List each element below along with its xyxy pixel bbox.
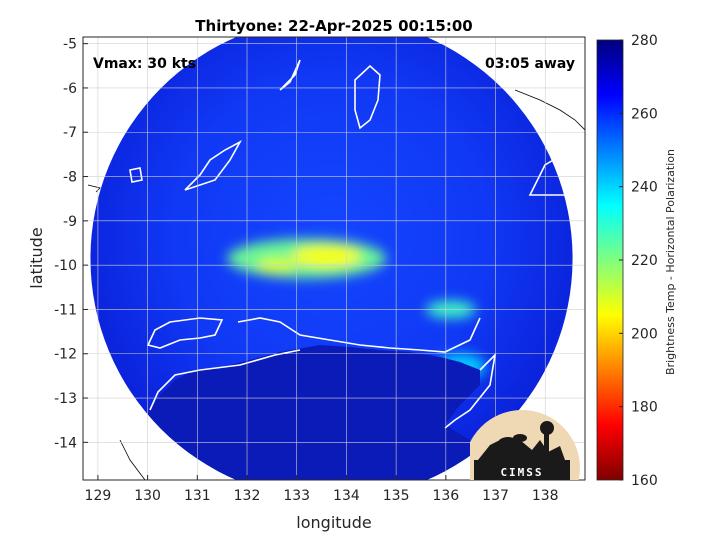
x-tick-label: 129 bbox=[85, 488, 112, 504]
y-tick-labels: -5 -6 -7 -8 -9 -10 -11 -12 -13 -14 bbox=[54, 37, 88, 451]
chart-title: Thirtyone: 22-Apr-2025 00:15:00 bbox=[195, 17, 472, 35]
x-tick-label: 134 bbox=[333, 488, 360, 504]
y-tick-label: -6 bbox=[63, 81, 77, 97]
land-mass bbox=[120, 345, 480, 480]
colorbar-tick-label: 180 bbox=[631, 400, 658, 416]
x-tick-label: 136 bbox=[432, 488, 459, 504]
colorbar-tick-label: 220 bbox=[631, 253, 658, 269]
x-tick-labels: 129 130 131 132 133 134 135 136 137 138 bbox=[85, 475, 559, 504]
x-tick-label: 137 bbox=[482, 488, 509, 504]
y-tick-label: -10 bbox=[54, 258, 77, 274]
y-tick-label: -11 bbox=[54, 302, 77, 318]
time-away-annotation: 03:05 away bbox=[485, 56, 575, 72]
y-tick-label: -7 bbox=[63, 125, 77, 141]
grid-lines bbox=[83, 37, 585, 480]
colorbar-tick-label: 260 bbox=[631, 106, 658, 122]
y-axis-label: latitude bbox=[27, 227, 46, 288]
colorbar-tick-label: 200 bbox=[631, 326, 658, 342]
storm-feature-1 bbox=[291, 245, 362, 268]
x-tick-label: 130 bbox=[134, 488, 161, 504]
x-axis-label: longitude bbox=[296, 513, 371, 532]
colorbar-tick-label: 280 bbox=[631, 33, 658, 49]
x-tick-label: 138 bbox=[532, 488, 559, 504]
outer-coastlines bbox=[87, 89, 585, 480]
y-tick-label: -8 bbox=[63, 170, 77, 186]
colorbar-ticks: 280 260 240 220 200 180 160 bbox=[619, 33, 658, 489]
x-tick-label: 135 bbox=[383, 488, 410, 504]
x-tick-label: 131 bbox=[184, 488, 211, 504]
y-tick-label: -13 bbox=[54, 391, 77, 407]
y-tick-label: -14 bbox=[54, 435, 77, 451]
colorbar-tick-label: 240 bbox=[631, 180, 658, 196]
y-tick-label: -12 bbox=[54, 347, 77, 363]
coastlines bbox=[129, 59, 573, 429]
vmax-annotation: Vmax: 30 kts bbox=[93, 56, 196, 72]
colorbar-label: Brightness Temp - Horizontal Polarizatio… bbox=[664, 149, 677, 375]
colorbar-tick-label: 160 bbox=[631, 473, 658, 489]
axes-box bbox=[82, 36, 586, 481]
y-tick-label: -5 bbox=[63, 37, 77, 53]
x-tick-label: 132 bbox=[234, 488, 261, 504]
x-tick-label: 133 bbox=[283, 488, 310, 504]
y-tick-label: -9 bbox=[63, 214, 77, 230]
logo-text: CIMSS bbox=[500, 466, 543, 479]
cimss-logo: CIMSS bbox=[470, 410, 580, 480]
colorbar bbox=[596, 39, 624, 481]
